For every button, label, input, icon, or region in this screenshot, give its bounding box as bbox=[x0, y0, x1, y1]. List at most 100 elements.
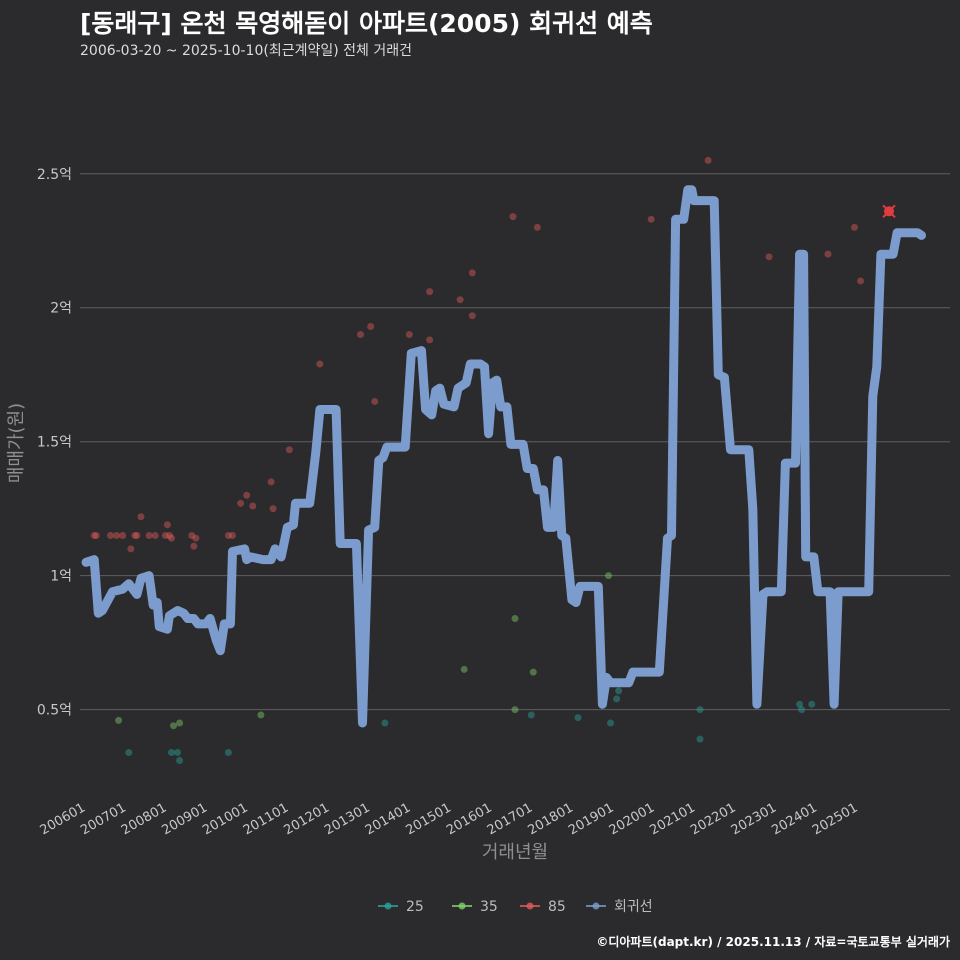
x-axis-title: 거래년월 bbox=[482, 842, 548, 863]
point-size-25 bbox=[167, 748, 175, 756]
point-size-25 bbox=[176, 757, 184, 765]
point-size-25 bbox=[527, 711, 535, 719]
point-size-85 bbox=[131, 531, 139, 539]
point-size-85 bbox=[106, 531, 114, 539]
point-size-85 bbox=[857, 277, 865, 285]
point-size-35 bbox=[511, 615, 519, 623]
point-size-85 bbox=[316, 360, 324, 368]
point-size-35 bbox=[176, 719, 184, 727]
point-size-85 bbox=[243, 491, 251, 499]
y-tick-label: 1.5억 bbox=[37, 435, 72, 451]
latest-trade-cross bbox=[882, 204, 896, 218]
legend-label: 85 bbox=[548, 899, 566, 915]
point-size-25 bbox=[613, 695, 621, 703]
point-size-85 bbox=[127, 545, 135, 553]
point-size-85 bbox=[704, 156, 712, 164]
scatter-points bbox=[90, 156, 893, 765]
point-size-35 bbox=[257, 711, 265, 719]
point-size-85 bbox=[468, 312, 476, 320]
regression-line bbox=[81, 185, 926, 728]
chart-title: [동래구] 온천 목영해돋이 아파트(2005) 회귀선 예측 bbox=[80, 9, 653, 38]
point-size-85 bbox=[188, 531, 196, 539]
x-tick-label: 201601 bbox=[444, 800, 494, 838]
point-size-85 bbox=[267, 478, 275, 486]
legend-swatch-dot bbox=[384, 902, 392, 910]
point-size-85 bbox=[92, 531, 100, 539]
point-size-85 bbox=[90, 531, 98, 539]
point-size-25 bbox=[381, 719, 389, 727]
x-tick-label: 202001 bbox=[607, 800, 657, 838]
y-tick-labels: 0.5억 1억 1.5억 2억 2.5억 bbox=[37, 167, 72, 719]
y-tick-label: 0.5억 bbox=[37, 703, 72, 719]
point-size-25 bbox=[125, 748, 133, 756]
legend-item-85: 85 bbox=[520, 899, 566, 915]
point-size-85 bbox=[145, 531, 153, 539]
x-tick-label: 201201 bbox=[282, 800, 332, 838]
source-caption: ©디아파트(dapt.kr) / 2025.11.13 / 자료=국토교통부 실… bbox=[596, 935, 950, 949]
x-tick-label: 200701 bbox=[78, 800, 128, 838]
x-tick-label: 200901 bbox=[160, 800, 210, 838]
point-size-85 bbox=[285, 446, 293, 454]
point-size-85 bbox=[119, 531, 127, 539]
point-size-85 bbox=[647, 215, 655, 223]
legend-label: 회귀선 bbox=[614, 899, 653, 915]
point-size-85 bbox=[850, 223, 858, 231]
regression-line-path bbox=[81, 185, 926, 728]
legend-item-35: 35 bbox=[452, 899, 498, 915]
point-size-25 bbox=[796, 700, 804, 708]
point-size-85 bbox=[426, 336, 434, 344]
y-tick-label: 2.5억 bbox=[37, 167, 72, 183]
point-size-25 bbox=[615, 687, 623, 695]
y-tick-label: 2억 bbox=[50, 301, 72, 317]
point-size-85 bbox=[192, 534, 200, 542]
x-tick-label: 200601 bbox=[38, 800, 88, 838]
chart-subtitle: 2006-03-20 ~ 2025-10-10(최근계약일) 전체 거래건 bbox=[80, 43, 412, 59]
point-size-85 bbox=[824, 250, 832, 258]
point-size-85 bbox=[237, 499, 245, 507]
point-size-25 bbox=[798, 706, 806, 714]
legend-swatch-dot bbox=[592, 902, 600, 910]
point-size-85 bbox=[426, 288, 434, 296]
point-size-35 bbox=[605, 572, 613, 580]
point-size-85 bbox=[509, 213, 517, 221]
point-size-85 bbox=[151, 531, 159, 539]
point-size-85 bbox=[533, 223, 541, 231]
legend: 25 35 85 회귀선 bbox=[378, 899, 653, 915]
point-size-25 bbox=[607, 719, 615, 727]
x-tick-label: 201301 bbox=[322, 800, 372, 838]
point-size-85 bbox=[133, 531, 141, 539]
point-size-25 bbox=[574, 714, 582, 722]
legend-swatch-dot bbox=[458, 902, 466, 910]
x-tick-label: 200801 bbox=[119, 800, 169, 838]
point-size-35 bbox=[460, 665, 468, 673]
x-tick-label: 202501 bbox=[810, 800, 860, 838]
point-size-85 bbox=[269, 505, 277, 513]
legend-label: 25 bbox=[406, 899, 424, 915]
point-size-85 bbox=[468, 269, 476, 277]
point-size-85 bbox=[190, 542, 198, 550]
point-size-85 bbox=[161, 531, 169, 539]
x-tick-label: 202101 bbox=[647, 800, 697, 838]
point-size-85 bbox=[405, 331, 413, 339]
point-size-85 bbox=[165, 531, 173, 539]
point-size-25 bbox=[174, 748, 182, 756]
legend-item-회귀선: 회귀선 bbox=[586, 899, 653, 915]
x-tick-label: 201401 bbox=[363, 800, 413, 838]
legend-item-25: 25 bbox=[378, 899, 424, 915]
x-tick-label: 201101 bbox=[241, 800, 291, 838]
point-size-25 bbox=[696, 706, 704, 714]
x-tick-labels: 2006012007012008012009012010012011012012… bbox=[38, 800, 861, 838]
legend-label: 35 bbox=[480, 899, 498, 915]
point-size-35 bbox=[115, 716, 123, 724]
point-size-25 bbox=[224, 748, 232, 756]
point-size-85 bbox=[367, 322, 375, 330]
point-size-85 bbox=[137, 513, 145, 521]
point-size-35 bbox=[511, 706, 519, 714]
point-size-85 bbox=[113, 531, 121, 539]
point-size-35 bbox=[170, 722, 178, 730]
x-tick-label: 201501 bbox=[403, 800, 453, 838]
point-size-85 bbox=[249, 502, 257, 510]
latest-trade-marker bbox=[882, 204, 896, 218]
x-tick-label: 201701 bbox=[485, 800, 535, 838]
